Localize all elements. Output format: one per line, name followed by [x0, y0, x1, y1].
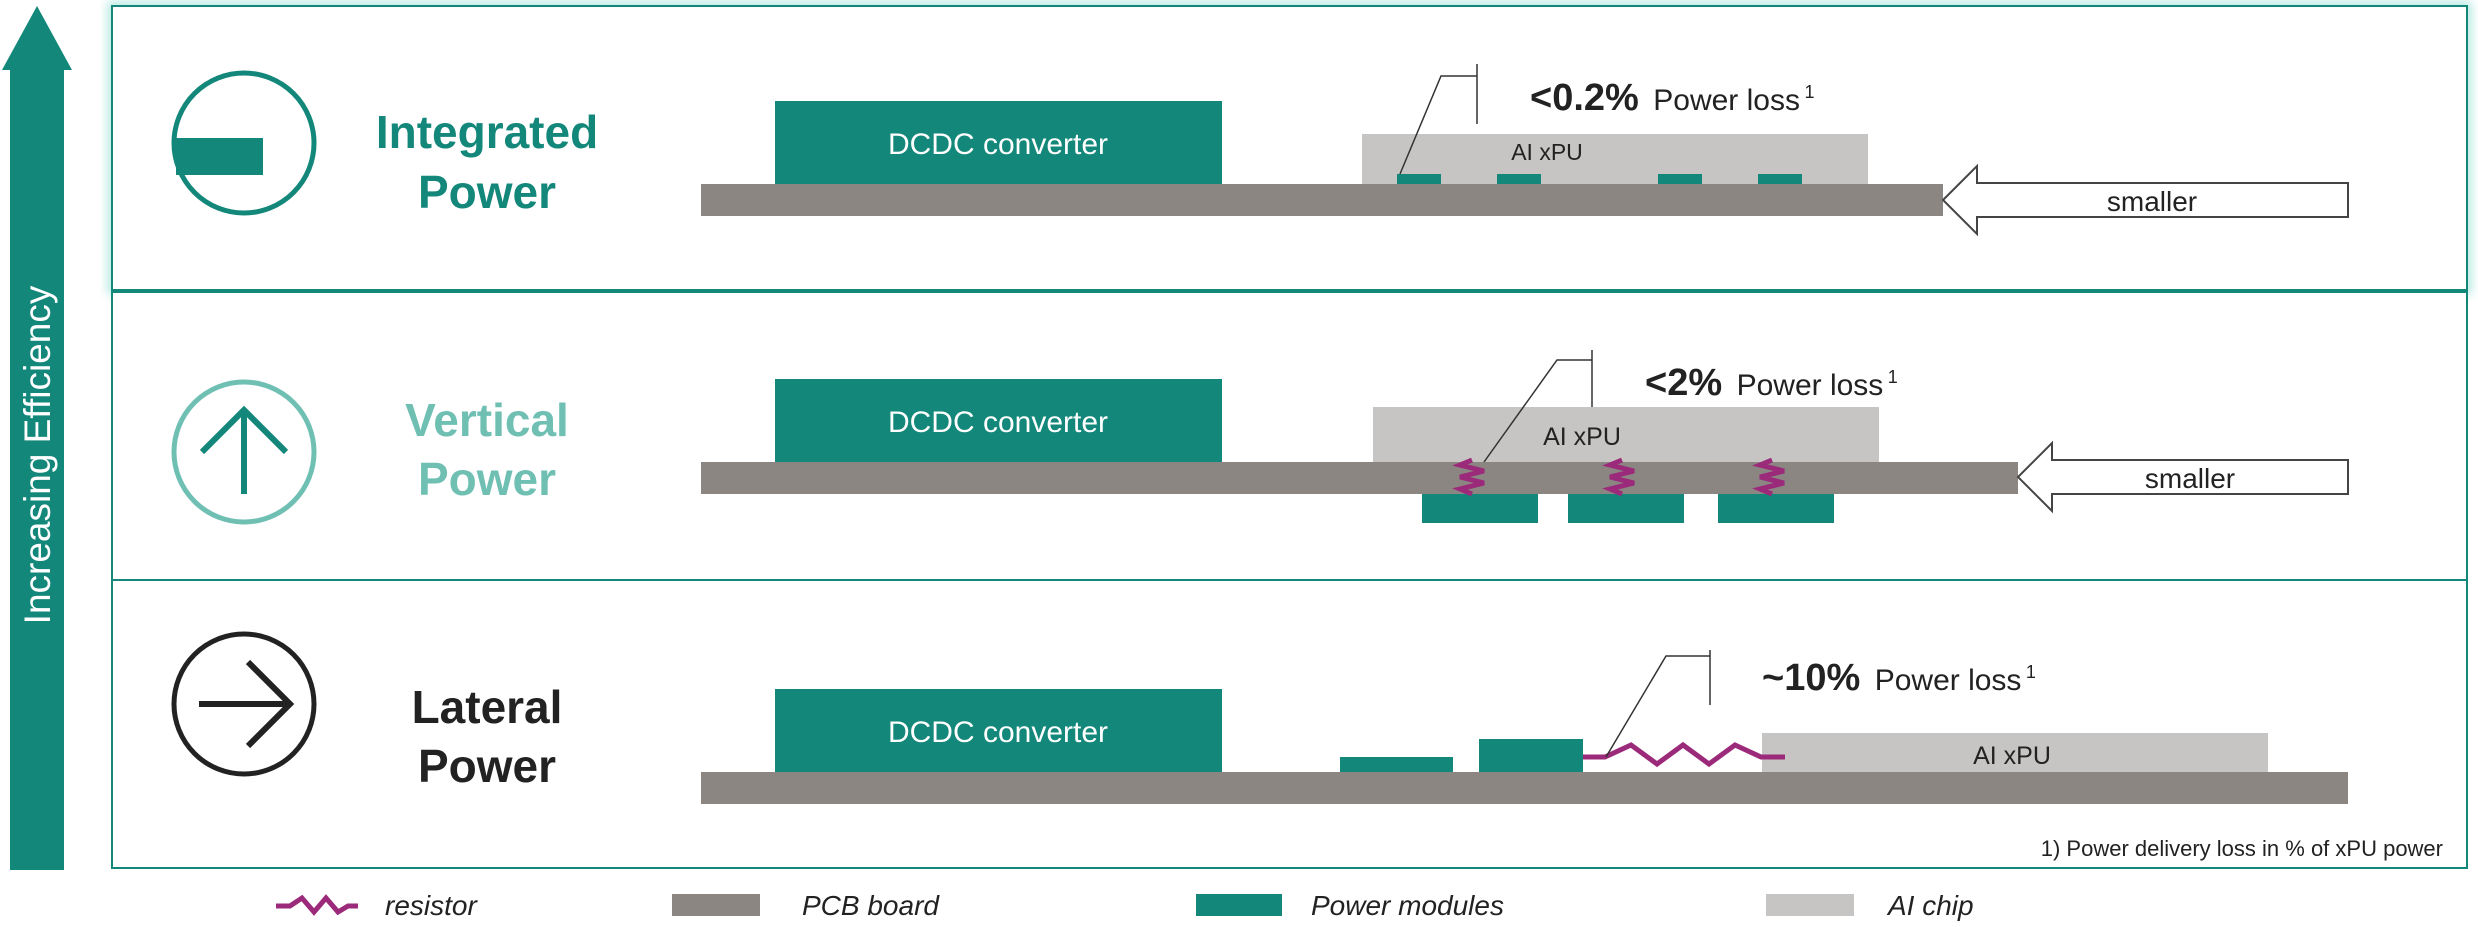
lateral-resistor: [1583, 741, 1785, 768]
legend-label: Power modules: [1311, 890, 1504, 921]
power-loss-text: Power loss: [1653, 84, 1800, 117]
callout-line: [1605, 655, 1710, 758]
ai-chip-label: AI xPU: [1543, 423, 1621, 451]
power-loss-callout: <0.2% Power loss 1: [1530, 77, 1814, 119]
footnote-marker: 1: [1888, 367, 1898, 387]
power-module-swatch: [1196, 894, 1282, 916]
dcdc-converter-label: DCDC converter: [888, 128, 1108, 161]
callout-line: [1399, 75, 1477, 175]
ai-chip-label: AI xPU: [1511, 139, 1583, 165]
embedded-power-module: [1397, 174, 1441, 184]
ai-chip-swatch: [1766, 894, 1854, 916]
power-loss-text: Power loss: [1875, 664, 2022, 697]
power-loss-callout: ~10% Power loss 1: [1762, 657, 2036, 699]
row-title-line2: Power: [418, 453, 556, 505]
row-title-line1: Integrated: [376, 106, 598, 158]
row-title-line2: Power: [418, 740, 556, 792]
efficiency-axis: Increasing Efficiency: [2, 6, 72, 870]
row-lateral: Lateral Power DCDC converter AI xPU ~10%…: [171, 631, 2443, 861]
efficiency-axis-label: Increasing Efficiency: [17, 285, 58, 624]
dcdc-converter: [775, 101, 1222, 184]
row-vertical: Vertical Power DCDC converter AI xPU <2%…: [171, 350, 2349, 525]
legend-label: PCB board: [802, 890, 940, 921]
dcdc-converter: [775, 379, 1222, 462]
arrow-up-icon: [171, 379, 317, 525]
through-pcb-resistor: [1602, 457, 1635, 497]
dcdc-converter: [775, 689, 1222, 772]
power-loss-text: Power loss: [1737, 369, 1884, 402]
vertical-panel: [111, 291, 2468, 581]
power-loss-value: ~10%: [1762, 657, 1860, 699]
smaller-arrow: [2016, 440, 2349, 514]
callout-line: [1483, 359, 1592, 463]
row-integrated: Integrated Power DCDC converter AI xPU <…: [171, 64, 2349, 237]
embedded-power-module: [1658, 174, 1702, 184]
smaller-arrow-label: smaller: [2107, 186, 2197, 217]
ai-chip-label: AI xPU: [1973, 742, 2051, 770]
dcdc-converter-label: DCDC converter: [888, 716, 1108, 749]
through-pcb-resistor: [1752, 457, 1785, 497]
pcb-board: [701, 184, 1943, 216]
legend-item-modules: Power modules: [1196, 890, 1504, 921]
row-title-line2: Power: [418, 166, 556, 218]
lateral-panel: [111, 579, 2468, 869]
legend-item-resistor: resistor: [276, 890, 478, 921]
power-module: [1479, 739, 1583, 772]
embedded-power-module: [1758, 174, 1802, 184]
pcb-board: [701, 462, 2018, 494]
legend-item-chip: AI chip: [1766, 890, 1974, 921]
bar-icon: [171, 70, 317, 216]
legend-label: AI chip: [1886, 890, 1974, 921]
legend-label: resistor: [385, 890, 478, 921]
power-loss-value: <2%: [1645, 362, 1722, 404]
through-pcb-resistor: [1452, 457, 1485, 497]
footnote: 1) Power delivery loss in % of xPU power: [2041, 836, 2443, 861]
integrated-panel: [111, 5, 2468, 291]
resistor-swatch: [276, 894, 358, 916]
power-loss-value: <0.2%: [1530, 77, 1639, 119]
pcb-swatch: [672, 894, 760, 916]
row-title-line1: Lateral: [412, 681, 563, 733]
power-module: [1422, 494, 1538, 523]
ai-chip: [1373, 407, 1879, 462]
pcb-board: [701, 772, 2348, 804]
ai-chip: [1762, 733, 2268, 772]
legend-item-pcb: PCB board: [672, 890, 940, 921]
power-loss-callout: <2% Power loss 1: [1645, 362, 1898, 404]
row-title-line1: Vertical: [405, 394, 569, 446]
power-module: [1568, 494, 1684, 523]
arrow-right-icon: [171, 631, 317, 777]
efficiency-arrow: [2, 6, 72, 870]
smaller-arrow-label: smaller: [2145, 463, 2235, 494]
embedded-power-module: [1497, 174, 1541, 184]
panel-frames: [108, 2, 2471, 869]
footnote-marker: 1: [1804, 82, 1814, 102]
dcdc-converter-label: DCDC converter: [888, 406, 1108, 439]
power-module: [1340, 757, 1453, 772]
smaller-arrow: [1941, 163, 2349, 237]
footnote-marker: 1: [2026, 662, 2036, 682]
power-module: [1718, 494, 1834, 523]
legend: resistor PCB board Power modules AI chip: [276, 890, 1974, 921]
